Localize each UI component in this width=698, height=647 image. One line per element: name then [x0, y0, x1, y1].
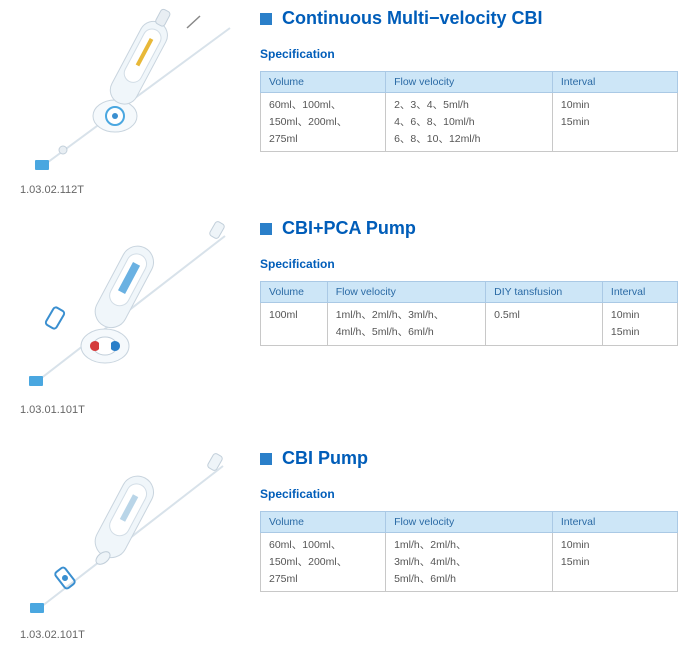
spec-label-2: Specification	[260, 257, 678, 271]
spec-label-1: Specification	[260, 47, 678, 61]
product-code-1: 1.03.02.112T	[20, 184, 84, 196]
col-volume: Volume	[261, 282, 328, 303]
product-title-3: CBI Pump	[282, 448, 368, 469]
product-image-3	[15, 448, 245, 623]
cell-interval: 10min15min	[602, 303, 677, 346]
col-flow-velocity: Flow velocity	[386, 72, 553, 93]
spec-table-3: Volume Flow velocity Interval 60ml、100ml…	[260, 511, 678, 592]
title-line-3: CBI Pump	[260, 448, 678, 469]
spec-label-3: Specification	[260, 487, 678, 501]
table-row: 60ml、100ml、150ml、200ml、275ml 1ml/h、2ml/h…	[261, 533, 678, 592]
product-content-2: CBI+PCA Pump Specification Volume Flow v…	[260, 218, 698, 346]
col-interval: Interval	[552, 512, 677, 533]
product-content-1: Continuous Multi−velocity CBI Specificat…	[260, 8, 698, 152]
title-line-2: CBI+PCA Pump	[260, 218, 678, 239]
table-header-row: Volume Flow velocity Interval	[261, 72, 678, 93]
col-interval: Interval	[552, 72, 677, 93]
cell-flow: 1ml/h、2ml/h、3ml/h、4ml/h、5ml/h、6ml/h	[327, 303, 485, 346]
product-image-2	[15, 218, 245, 398]
bullet-square-icon	[260, 13, 272, 25]
product-row-2: 1.03.01.101T CBI+PCA Pump Specification …	[0, 196, 698, 416]
bullet-square-icon	[260, 223, 272, 235]
table-header-row: Volume Flow velocity Interval	[261, 512, 678, 533]
cell-volume: 60ml、100ml、150ml、200ml、275ml	[261, 93, 386, 152]
cell-interval: 10min15min	[552, 533, 677, 592]
product-image-col-2: 1.03.01.101T	[0, 218, 260, 416]
product-code-2: 1.03.01.101T	[20, 404, 85, 416]
product-content-3: CBI Pump Specification Volume Flow veloc…	[260, 448, 698, 592]
cell-flow: 1ml/h、2ml/h、3ml/h、4ml/h、5ml/h、6ml/h	[386, 533, 553, 592]
table-row: 60ml、100ml、150ml、200ml、275ml 2、3、4、5ml/h…	[261, 93, 678, 152]
cell-flow: 2、3、4、5ml/h4、6、8、10ml/h6、8、10、12ml/h	[386, 93, 553, 152]
cell-volume: 100ml	[261, 303, 328, 346]
col-interval: Interval	[602, 282, 677, 303]
product-image-col-3: 1.03.02.101T	[0, 448, 260, 641]
product-code-3: 1.03.02.101T	[20, 629, 85, 641]
spec-table-2: Volume Flow velocity DIY tansfusion Inte…	[260, 281, 678, 346]
product-row-3: 1.03.02.101T CBI Pump Specification Volu…	[0, 416, 698, 641]
col-flow-velocity: Flow velocity	[327, 282, 485, 303]
cell-volume: 60ml、100ml、150ml、200ml、275ml	[261, 533, 386, 592]
product-row-1: 1.03.02.112T Continuous Multi−velocity C…	[0, 0, 698, 196]
table-row: 100ml 1ml/h、2ml/h、3ml/h、4ml/h、5ml/h、6ml/…	[261, 303, 678, 346]
cell-diy: 0.5ml	[486, 303, 603, 346]
bullet-square-icon	[260, 453, 272, 465]
col-diy-tansfusion: DIY tansfusion	[486, 282, 603, 303]
table-header-row: Volume Flow velocity DIY tansfusion Inte…	[261, 282, 678, 303]
product-title-2: CBI+PCA Pump	[282, 218, 416, 239]
cell-interval: 10min15min	[552, 93, 677, 152]
product-image-1	[15, 8, 245, 178]
col-volume: Volume	[261, 72, 386, 93]
col-flow-velocity: Flow velocity	[386, 512, 553, 533]
col-volume: Volume	[261, 512, 386, 533]
spec-table-1: Volume Flow velocity Interval 60ml、100ml…	[260, 71, 678, 152]
title-line-1: Continuous Multi−velocity CBI	[260, 8, 678, 29]
product-title-1: Continuous Multi−velocity CBI	[282, 8, 543, 29]
product-image-col-1: 1.03.02.112T	[0, 8, 260, 196]
